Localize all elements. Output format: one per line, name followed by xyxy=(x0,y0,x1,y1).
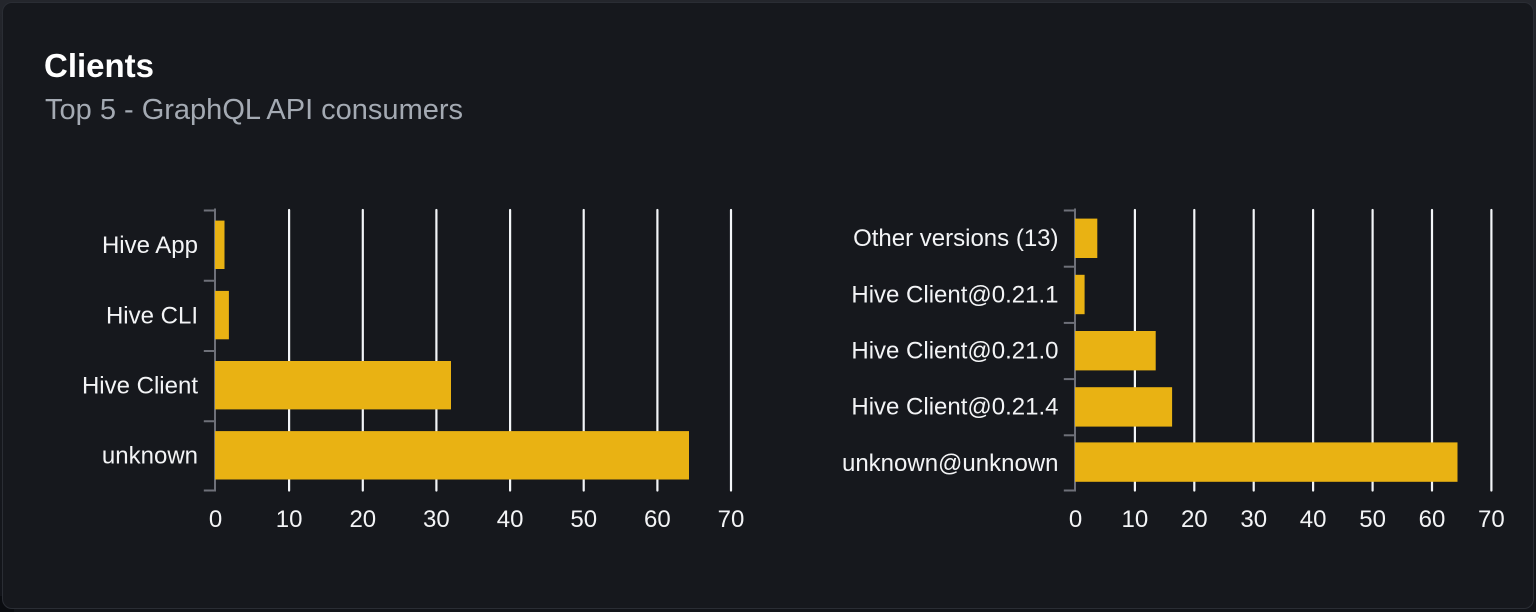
svg-text:10: 10 xyxy=(1122,506,1149,533)
svg-text:Other versions (13): Other versions (13) xyxy=(853,225,1058,252)
svg-text:unknown@unknown: unknown@unknown xyxy=(842,450,1059,477)
svg-text:60: 60 xyxy=(1419,506,1446,533)
svg-text:60: 60 xyxy=(644,506,671,533)
svg-text:10: 10 xyxy=(276,506,303,533)
svg-text:70: 70 xyxy=(1478,506,1505,533)
svg-text:40: 40 xyxy=(1300,506,1327,533)
svg-text:50: 50 xyxy=(1359,506,1386,533)
svg-text:0: 0 xyxy=(209,506,222,533)
svg-text:Hive Client@0.21.0: Hive Client@0.21.0 xyxy=(851,338,1058,365)
svg-text:20: 20 xyxy=(349,506,376,533)
svg-text:Hive Client: Hive Client xyxy=(82,373,198,400)
svg-text:20: 20 xyxy=(1181,506,1208,533)
svg-text:50: 50 xyxy=(570,506,597,533)
svg-text:70: 70 xyxy=(718,506,745,533)
svg-text:Hive Client@0.21.4: Hive Client@0.21.4 xyxy=(851,394,1058,421)
svg-text:30: 30 xyxy=(423,506,450,533)
svg-text:Hive CLI: Hive CLI xyxy=(106,302,198,329)
svg-text:Hive Client@0.21.1: Hive Client@0.21.1 xyxy=(851,281,1058,308)
svg-text:unknown: unknown xyxy=(102,443,198,470)
svg-text:0: 0 xyxy=(1069,506,1082,533)
svg-text:30: 30 xyxy=(1240,506,1267,533)
svg-text:Hive App: Hive App xyxy=(102,232,198,259)
svg-text:40: 40 xyxy=(497,506,524,533)
